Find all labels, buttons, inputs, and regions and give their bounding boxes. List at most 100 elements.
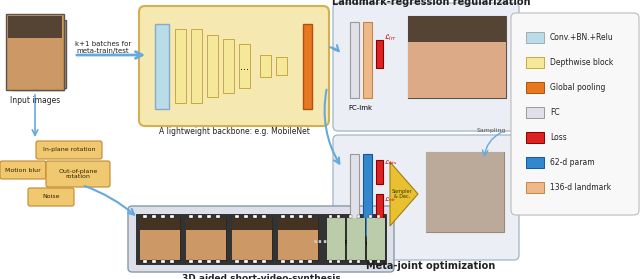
Bar xyxy=(376,40,383,68)
Bar xyxy=(262,215,266,218)
Bar xyxy=(526,57,544,68)
Bar xyxy=(140,218,180,230)
Bar xyxy=(216,260,220,263)
Bar xyxy=(189,215,193,218)
Bar xyxy=(408,16,506,44)
Bar xyxy=(278,230,318,260)
Text: 3D aided short-video-synthesis: 3D aided short-video-synthesis xyxy=(182,274,340,279)
Bar xyxy=(278,218,318,230)
Bar xyxy=(235,215,239,218)
Bar xyxy=(526,82,544,93)
Bar xyxy=(281,260,285,263)
Text: Meta-joint optimization: Meta-joint optimization xyxy=(366,261,495,271)
Bar xyxy=(8,16,62,88)
Bar xyxy=(526,132,544,143)
Bar xyxy=(377,260,380,263)
Bar xyxy=(232,218,272,230)
FancyBboxPatch shape xyxy=(28,188,74,206)
Bar xyxy=(290,215,294,218)
Bar xyxy=(347,218,365,260)
Bar xyxy=(357,260,360,263)
Bar xyxy=(143,260,147,263)
Bar xyxy=(349,260,352,263)
Bar xyxy=(367,218,385,260)
Bar xyxy=(337,260,340,263)
Text: In-plane rotation: In-plane rotation xyxy=(43,148,95,153)
FancyBboxPatch shape xyxy=(511,13,639,215)
Text: FC-param: FC-param xyxy=(343,240,377,246)
Bar xyxy=(198,260,202,263)
Bar xyxy=(408,42,506,98)
Text: $\mathcal{L}_{nlr}$: $\mathcal{L}_{nlr}$ xyxy=(384,196,396,205)
Text: FC: FC xyxy=(550,108,559,117)
Text: FC-lmk: FC-lmk xyxy=(348,105,372,111)
Bar xyxy=(426,152,504,232)
FancyBboxPatch shape xyxy=(46,161,110,187)
Bar xyxy=(186,218,226,260)
Bar xyxy=(161,215,165,218)
Bar xyxy=(207,215,211,218)
Bar xyxy=(207,35,218,97)
Text: ...: ... xyxy=(312,232,328,246)
Text: 62-d param: 62-d param xyxy=(550,158,595,167)
Bar xyxy=(308,260,312,263)
Text: k+1 batches for
meta-train/test: k+1 batches for meta-train/test xyxy=(75,42,131,54)
Bar xyxy=(526,107,544,118)
Bar xyxy=(377,215,380,218)
FancyBboxPatch shape xyxy=(0,161,46,179)
Text: Sampler
& Dec.: Sampler & Dec. xyxy=(392,189,412,199)
Bar xyxy=(367,218,385,260)
Bar xyxy=(140,230,180,260)
Text: Loss: Loss xyxy=(550,133,567,142)
Bar xyxy=(526,182,544,193)
Bar xyxy=(329,260,332,263)
Bar xyxy=(290,260,294,263)
Bar xyxy=(526,157,544,168)
Bar xyxy=(329,215,332,218)
Text: ...: ... xyxy=(240,62,249,72)
Bar xyxy=(327,218,345,260)
Bar xyxy=(408,16,506,98)
Bar xyxy=(14,20,66,88)
Text: Motion blur: Motion blur xyxy=(5,167,41,172)
Bar xyxy=(426,152,504,232)
FancyBboxPatch shape xyxy=(333,135,519,260)
Bar xyxy=(8,16,62,41)
Bar xyxy=(349,215,352,218)
FancyBboxPatch shape xyxy=(139,6,329,126)
Text: $\mathcal{L}_{lrr}$: $\mathcal{L}_{lrr}$ xyxy=(384,33,397,43)
Bar xyxy=(239,44,250,88)
Bar xyxy=(299,215,303,218)
Bar xyxy=(191,29,202,103)
Bar xyxy=(278,218,318,260)
Bar xyxy=(186,230,226,260)
Bar xyxy=(198,215,202,218)
Bar xyxy=(155,24,169,109)
Text: A lightweight backbone: e.g. MobileNet: A lightweight backbone: e.g. MobileNet xyxy=(159,127,309,136)
Bar xyxy=(253,215,257,218)
Bar xyxy=(136,214,386,264)
Bar xyxy=(299,260,303,263)
Bar xyxy=(308,215,312,218)
Bar xyxy=(152,260,156,263)
Bar xyxy=(281,215,285,218)
Bar xyxy=(6,14,64,90)
FancyBboxPatch shape xyxy=(36,141,102,159)
Text: Noise: Noise xyxy=(42,194,60,199)
Bar xyxy=(232,230,272,260)
Bar xyxy=(276,57,287,75)
Bar xyxy=(369,260,372,263)
Bar xyxy=(216,215,220,218)
Bar xyxy=(207,260,211,263)
Bar xyxy=(376,160,383,184)
Bar xyxy=(189,260,193,263)
Bar xyxy=(350,154,359,236)
Bar xyxy=(152,215,156,218)
Text: Depthwise block: Depthwise block xyxy=(550,58,613,67)
Polygon shape xyxy=(390,162,418,226)
Bar xyxy=(363,22,372,98)
Bar xyxy=(175,29,186,103)
Bar xyxy=(363,154,372,236)
Bar xyxy=(186,218,226,230)
Bar xyxy=(170,215,174,218)
